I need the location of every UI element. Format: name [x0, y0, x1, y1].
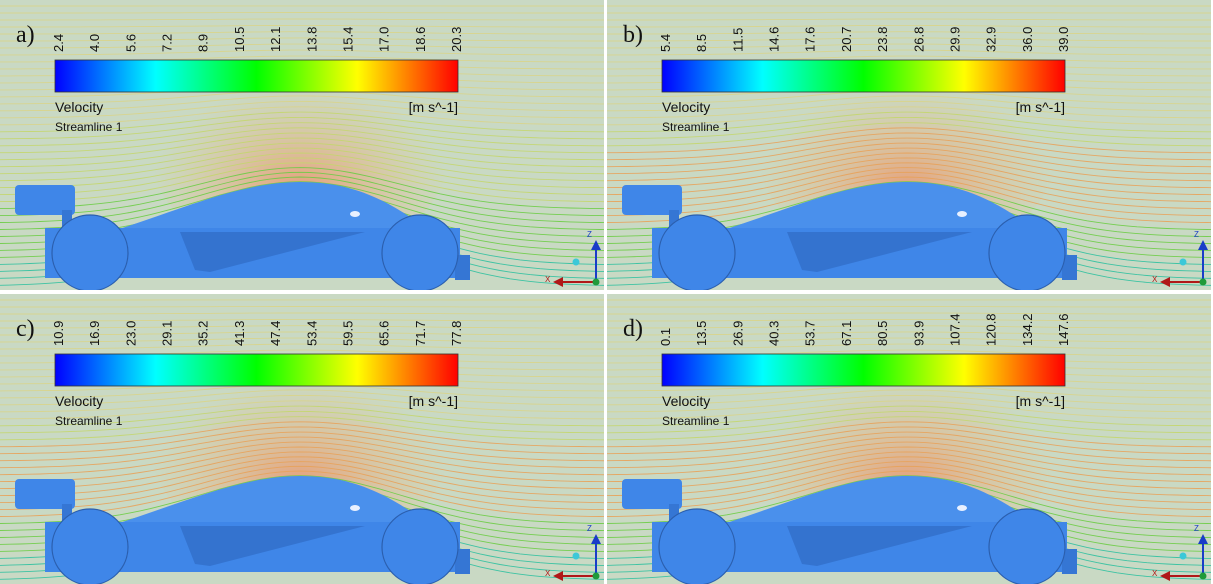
colorbar-tick-label: 80.5 [875, 321, 890, 346]
colorbar [55, 60, 458, 92]
colorbar-tick-label: 29.1 [160, 321, 175, 346]
panel: 2.4 4.0 5.6 7.2 8.9 10.5 12.1 13.8 15.4 17.0 18.6 2… [0, 0, 620, 291]
streamline-name: Streamline 1 [662, 414, 730, 428]
panel-label: d) [623, 316, 643, 342]
colorbar-tick-label: 8.9 [196, 34, 211, 52]
panel-content [597, 0, 1213, 291]
colorbar-tick-label: 26.8 [911, 27, 926, 52]
colorbar-tick-label: 16.9 [87, 321, 102, 346]
streamline [0, 13, 620, 14]
triad-ball [573, 553, 580, 560]
colorbar-tick-label: 5.6 [123, 34, 138, 52]
legend-title: Velocity [662, 393, 710, 409]
colorbar-tick-label: 13.8 [304, 27, 319, 52]
triad-ball [1180, 259, 1187, 266]
colorbar-tick-label: 39.0 [1056, 27, 1071, 52]
colorbar-tick-label: 120.8 [984, 313, 999, 346]
streamline [0, 307, 620, 308]
colorbar-tick-label: 17.6 [803, 27, 818, 52]
legend-title: Velocity [662, 99, 710, 115]
colorbar-tick-label: 14.6 [767, 27, 782, 52]
colorbar-tick-label: 15.4 [340, 27, 355, 52]
colorbar-tick-label: 65.6 [377, 321, 392, 346]
origin [1200, 279, 1207, 286]
streamline-name: Streamline 1 [55, 414, 123, 428]
colorbar-tick-label: 71.7 [413, 321, 428, 346]
colorbar-tick-label: 147.6 [1056, 313, 1071, 346]
z-label: Z [587, 230, 592, 239]
colorbar-tick-label: 41.3 [232, 321, 247, 346]
colorbar-tick-label: 10.5 [232, 27, 247, 52]
colorbar-tick-label: 17.0 [377, 27, 392, 52]
colorbar-tick-label: 11.5 [730, 28, 745, 52]
streamline-name: Streamline 1 [55, 120, 123, 134]
panel-label: b) [623, 22, 643, 48]
colorbar-tick-label: 53.4 [304, 321, 319, 346]
panel-content [597, 294, 1213, 584]
streamline [597, 13, 1213, 14]
colorbar-tick-label: 107.4 [947, 313, 962, 346]
x-label: X [1152, 275, 1158, 284]
colorbar-tick-label: 32.9 [984, 27, 999, 52]
colorbar-tick-label: 40.3 [767, 321, 782, 346]
colorbar-tick-label: 12.1 [268, 27, 283, 52]
colorbar-tick-label: 20.3 [449, 27, 464, 52]
colorbar [662, 60, 1065, 92]
z-label: Z [587, 524, 592, 533]
streamline-name: Streamline 1 [662, 120, 730, 134]
legend-unit: [m s^-1] [409, 393, 458, 409]
panel-label: a) [16, 22, 35, 48]
colorbar-tick-label: 47.4 [268, 321, 283, 346]
panel: 5.4 8.5 11.5 14.6 17.6 20.7 23.8 26.8 29.9 32.9 36… [597, 0, 1213, 291]
colorbar-tick-label: 26.9 [730, 321, 745, 346]
origin [593, 279, 600, 286]
streamline [597, 307, 1213, 308]
colorbar-tick-label: 67.1 [839, 321, 854, 346]
legend-unit: [m s^-1] [409, 99, 458, 115]
panel: 0.1 13.5 26.9 40.3 53.7 67.1 80.5 93.9 107.4 120.… [597, 294, 1213, 584]
colorbar-tick-label: 29.9 [947, 27, 962, 52]
z-label: Z [1194, 524, 1199, 533]
colorbar-tick-label: 23.0 [123, 321, 138, 346]
colorbar [55, 354, 458, 386]
colorbar-tick-label: 93.9 [911, 321, 926, 346]
x-label: X [545, 569, 551, 578]
x-label: X [545, 275, 551, 284]
page: 2.4 4.0 5.6 7.2 8.9 10.5 12.1 13.8 15.4 17.0 18.6 2… [0, 0, 1213, 584]
colorbar [662, 354, 1065, 386]
legend-title: Velocity [55, 99, 103, 115]
colorbar-tick-label: 77.8 [449, 321, 464, 346]
legend-title: Velocity [55, 393, 103, 409]
x-label: X [1152, 569, 1158, 578]
panel-label: c) [16, 316, 35, 342]
colorbar-tick-label: 36.0 [1020, 27, 1035, 52]
colorbar-tick-label: 8.5 [694, 34, 709, 52]
colorbar-tick-label: 20.7 [839, 27, 854, 52]
colorbar-tick-label: 134.2 [1020, 313, 1035, 346]
origin [1200, 573, 1207, 580]
panel: 10.9 16.9 23.0 29.1 35.2 41.3 47.4 53.4 59.5 65.6… [0, 294, 620, 584]
colorbar-tick-label: 2.4 [51, 34, 66, 52]
colorbar-tick-label: 59.5 [340, 321, 355, 346]
legend-unit: [m s^-1] [1016, 393, 1065, 409]
z-label: Z [1194, 230, 1199, 239]
colorbar-tick-label: 7.2 [160, 34, 175, 52]
colorbar-tick-label: 5.4 [658, 34, 673, 52]
colorbar-tick-label: 23.8 [875, 27, 890, 52]
figure: 2.4 4.0 5.6 7.2 8.9 10.5 12.1 13.8 15.4 17.0 18.6 2… [0, 0, 1213, 584]
colorbar-tick-label: 4.0 [87, 34, 102, 52]
origin [593, 573, 600, 580]
colorbar-tick-label: 0.1 [658, 328, 673, 346]
colorbar-tick-label: 13.5 [694, 321, 709, 346]
colorbar-tick-label: 10.9 [51, 321, 66, 346]
colorbar-tick-label: 35.2 [196, 321, 211, 346]
triad-ball [573, 259, 580, 266]
colorbar-tick-label: 53.7 [803, 321, 818, 346]
legend-unit: [m s^-1] [1016, 99, 1065, 115]
triad-ball [1180, 553, 1187, 560]
colorbar-tick-label: 18.6 [413, 27, 428, 52]
